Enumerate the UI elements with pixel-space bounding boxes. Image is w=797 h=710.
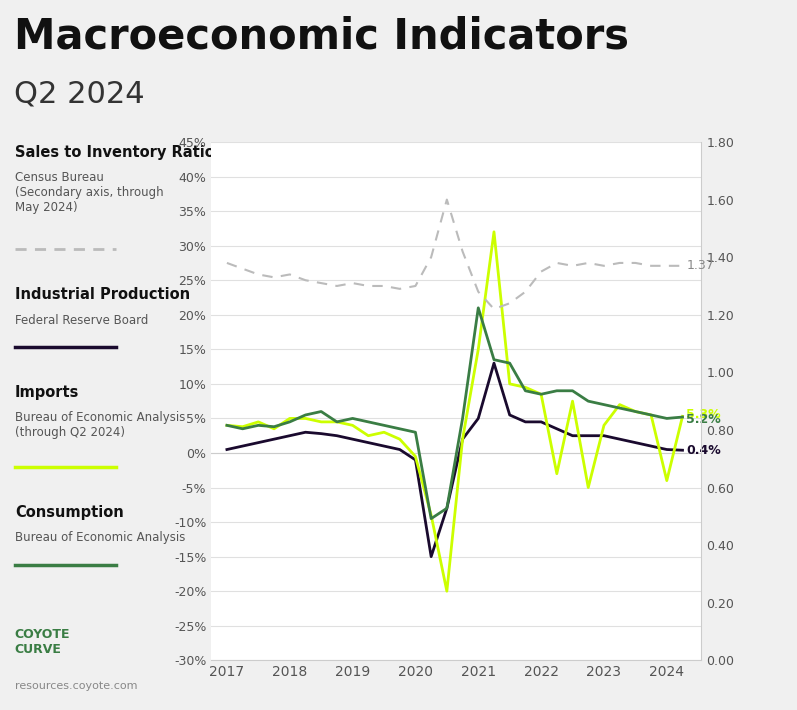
Text: Bureau of Economic Analysis: Bureau of Economic Analysis (15, 531, 185, 545)
Text: 0.4%: 0.4% (686, 444, 721, 457)
Text: COYOTE
CURVE: COYOTE CURVE (15, 628, 70, 657)
Text: Macroeconomic Indicators: Macroeconomic Indicators (14, 16, 630, 58)
Text: Federal Reserve Board: Federal Reserve Board (15, 314, 148, 327)
Text: Imports: Imports (15, 385, 79, 400)
Text: Consumption: Consumption (15, 505, 124, 520)
Text: Q2 2024: Q2 2024 (14, 80, 145, 108)
Text: 1.37: 1.37 (686, 259, 714, 273)
Text: Sales to Inventory Ratio: Sales to Inventory Ratio (15, 146, 214, 160)
Text: Bureau of Economic Analysis
(through Q2 2024): Bureau of Economic Analysis (through Q2 … (15, 411, 185, 439)
Text: resources.coyote.com: resources.coyote.com (15, 681, 137, 691)
Text: 5.3%: 5.3% (686, 408, 721, 421)
Text: 5.2%: 5.2% (686, 413, 721, 425)
Text: Census Bureau
(Secondary axis, through
May 2024): Census Bureau (Secondary axis, through M… (15, 172, 163, 214)
Text: Industrial Production: Industrial Production (15, 288, 190, 302)
